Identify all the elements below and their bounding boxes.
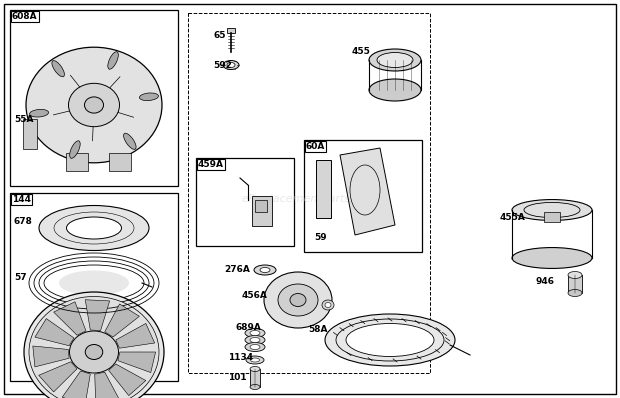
Bar — [544, 212, 560, 222]
Text: 455A: 455A — [500, 213, 526, 222]
Ellipse shape — [346, 324, 434, 357]
Ellipse shape — [568, 289, 582, 297]
Text: 59: 59 — [314, 234, 327, 242]
Bar — [252, 196, 272, 226]
Text: 456A: 456A — [242, 291, 268, 300]
Ellipse shape — [377, 53, 413, 68]
Ellipse shape — [246, 356, 264, 364]
Ellipse shape — [512, 248, 592, 268]
Ellipse shape — [69, 331, 118, 373]
Bar — [250, 369, 260, 387]
Polygon shape — [340, 148, 395, 235]
Polygon shape — [62, 371, 91, 398]
Ellipse shape — [254, 265, 276, 275]
Text: 57: 57 — [14, 273, 27, 283]
Polygon shape — [35, 318, 74, 346]
Text: 65: 65 — [214, 31, 226, 41]
Text: 946: 946 — [536, 277, 555, 287]
Polygon shape — [95, 372, 120, 398]
Bar — [10, 193, 178, 381]
Polygon shape — [116, 324, 155, 348]
Ellipse shape — [84, 97, 104, 113]
Text: 455: 455 — [352, 47, 371, 57]
Bar — [316, 160, 331, 218]
Ellipse shape — [325, 314, 455, 366]
Ellipse shape — [245, 328, 265, 338]
Bar — [188, 13, 430, 373]
Ellipse shape — [123, 133, 136, 149]
Ellipse shape — [250, 358, 260, 362]
Text: 608A: 608A — [12, 12, 38, 21]
Ellipse shape — [24, 292, 164, 398]
Bar — [22, 119, 37, 148]
Ellipse shape — [250, 330, 260, 336]
Ellipse shape — [59, 271, 129, 295]
Polygon shape — [105, 304, 140, 337]
Text: 678: 678 — [14, 217, 33, 226]
Bar — [10, 10, 178, 186]
Polygon shape — [38, 362, 77, 392]
Bar — [568, 275, 582, 293]
Bar — [304, 140, 422, 252]
Bar — [255, 200, 267, 212]
Ellipse shape — [39, 205, 149, 250]
Text: 55A: 55A — [14, 115, 33, 125]
Text: 1134: 1134 — [228, 353, 253, 363]
Ellipse shape — [278, 284, 318, 316]
Bar — [196, 158, 294, 246]
Ellipse shape — [140, 93, 158, 101]
Ellipse shape — [250, 338, 260, 343]
Ellipse shape — [69, 141, 80, 158]
Polygon shape — [33, 346, 69, 367]
Ellipse shape — [260, 267, 270, 273]
Polygon shape — [108, 364, 146, 396]
Ellipse shape — [250, 384, 260, 390]
Ellipse shape — [322, 300, 334, 310]
Text: 58A: 58A — [308, 326, 327, 334]
Ellipse shape — [290, 293, 306, 306]
Ellipse shape — [68, 83, 120, 127]
Ellipse shape — [250, 345, 260, 349]
Ellipse shape — [245, 336, 265, 345]
Bar — [227, 28, 235, 33]
Ellipse shape — [227, 62, 235, 68]
Ellipse shape — [30, 109, 48, 117]
Polygon shape — [85, 300, 110, 330]
Ellipse shape — [223, 60, 239, 70]
Ellipse shape — [325, 302, 331, 308]
Text: 276A: 276A — [224, 265, 250, 275]
Bar — [66, 152, 88, 171]
Bar — [109, 152, 131, 171]
Ellipse shape — [568, 271, 582, 279]
Ellipse shape — [264, 272, 332, 328]
Ellipse shape — [66, 217, 122, 239]
Ellipse shape — [86, 345, 103, 359]
Text: 60A: 60A — [306, 142, 326, 151]
Ellipse shape — [245, 343, 265, 351]
Ellipse shape — [26, 47, 162, 163]
Text: 459A: 459A — [198, 160, 224, 169]
Text: 101: 101 — [228, 373, 247, 382]
Polygon shape — [54, 302, 86, 335]
Text: 689A: 689A — [236, 324, 262, 332]
Ellipse shape — [369, 79, 421, 101]
Text: 144: 144 — [12, 195, 31, 204]
Text: 592: 592 — [213, 60, 232, 70]
Ellipse shape — [369, 49, 421, 71]
Ellipse shape — [512, 199, 592, 220]
Ellipse shape — [250, 367, 260, 371]
Polygon shape — [118, 352, 156, 373]
Ellipse shape — [52, 60, 64, 77]
Text: eReplacementParts.com: eReplacementParts.com — [242, 194, 378, 204]
Ellipse shape — [29, 297, 159, 398]
Ellipse shape — [108, 52, 118, 69]
